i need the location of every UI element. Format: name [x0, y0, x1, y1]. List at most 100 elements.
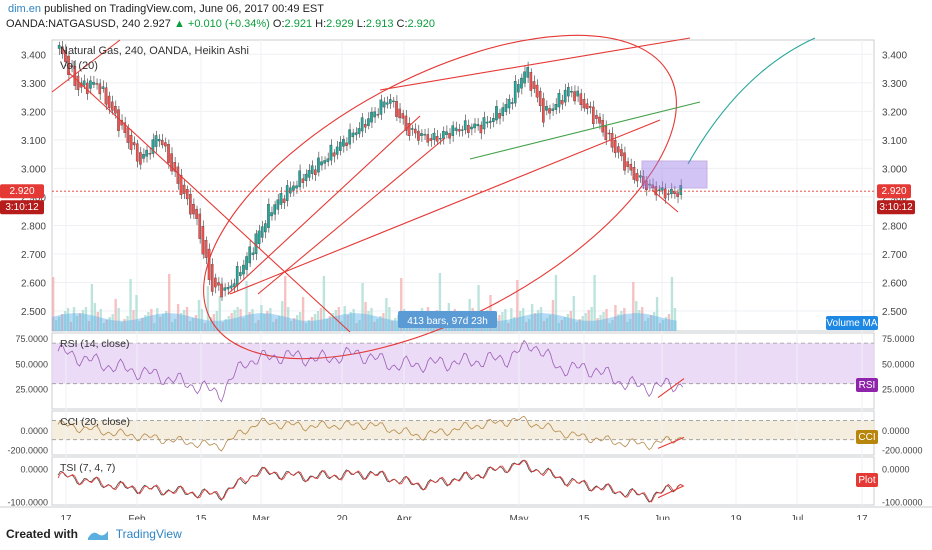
- volume-bar: [346, 315, 349, 331]
- time-tick-label: Jun: [654, 514, 670, 520]
- candle-body: [679, 185, 683, 195]
- tradingview-brand[interactable]: TradingView: [115, 527, 182, 541]
- candle-body: [654, 186, 658, 196]
- volume-bar: [566, 314, 570, 331]
- volume-bar: [221, 322, 224, 331]
- ellipse-drawing: [203, 34, 677, 360]
- candle-body: [285, 185, 289, 201]
- indicator-title-2: CCI (20, close): [60, 416, 130, 428]
- volume-bar: [641, 307, 644, 331]
- volume-bar: [313, 314, 317, 331]
- volume-bar: [605, 309, 608, 331]
- volume-bar: [72, 307, 76, 331]
- volume-bar: [168, 274, 171, 331]
- volume-bar: [596, 318, 599, 331]
- candle-body: [67, 55, 70, 76]
- countdown-badge-right-bg: [877, 200, 915, 215]
- band-2: [52, 420, 874, 440]
- volume-bar: [81, 310, 85, 331]
- volume-bar: [218, 296, 221, 331]
- volume-bar: [188, 321, 192, 331]
- time-tick-label: Feb: [128, 514, 146, 520]
- volume-bar: [522, 308, 525, 331]
- candle-body: [173, 162, 177, 172]
- volume-bar: [658, 323, 662, 331]
- candle-body: [479, 124, 483, 134]
- price-tick-left: 2.700: [21, 250, 46, 261]
- candle-body: [401, 113, 405, 119]
- volume-bar: [673, 308, 677, 331]
- volume-ma-area: [52, 313, 677, 331]
- candle-body: [154, 135, 158, 147]
- candle-body: [245, 256, 248, 270]
- price-tick-right: 2.900: [882, 193, 907, 204]
- rsi-badge: RSI: [859, 380, 876, 391]
- volume-bar: [224, 319, 227, 331]
- candle-body: [167, 144, 170, 163]
- candle-body: [492, 118, 495, 122]
- volume-bar: [60, 314, 64, 331]
- volume-bar: [147, 312, 150, 331]
- volume-bar: [90, 284, 94, 331]
- candle-body: [129, 135, 133, 150]
- volume-bar: [292, 318, 296, 331]
- candle-body: [226, 287, 230, 290]
- price-tick-right: 3.300: [882, 79, 907, 90]
- volume-bar: [635, 301, 638, 331]
- band-1: [52, 343, 874, 384]
- candle-body: [404, 115, 408, 131]
- volume-bar: [575, 322, 578, 331]
- candle-body: [673, 191, 676, 194]
- price-tick-right: 3.400: [882, 50, 907, 61]
- candle-body: [92, 82, 95, 85]
- candle-body: [373, 111, 376, 118]
- price-tick-left: 2.800: [21, 221, 46, 232]
- candle-body: [370, 111, 373, 123]
- indicator-title-1: RSI (14, close): [60, 338, 129, 350]
- volume-bar: [542, 321, 546, 331]
- volume-bar: [352, 309, 355, 331]
- volume-bar: [87, 321, 91, 331]
- countdown-badge-right: 3:10:12: [879, 202, 913, 213]
- volume-bar: [632, 282, 635, 331]
- volume-bar: [242, 318, 245, 331]
- volume-bar: [114, 299, 117, 331]
- indicator-tick-right: 50.0000: [882, 359, 915, 369]
- volume-bar: [643, 321, 647, 331]
- candle-body: [545, 106, 548, 111]
- candle-body: [620, 149, 623, 157]
- volume-bar: [545, 318, 549, 331]
- candle-body: [276, 199, 280, 210]
- candle-body: [582, 99, 586, 109]
- author-link[interactable]: dim.en: [8, 3, 42, 15]
- candle-body: [363, 124, 367, 128]
- candle-body: [551, 108, 555, 111]
- candle-body: [504, 104, 508, 112]
- candle-body: [660, 187, 664, 191]
- volume-bar: [614, 305, 617, 331]
- candle-body: [223, 287, 227, 291]
- price-tick-left: 2.900: [21, 193, 46, 204]
- candle-body: [189, 193, 192, 215]
- candle-body: [463, 120, 467, 131]
- candle-body: [666, 193, 670, 195]
- candle-body: [310, 165, 314, 174]
- volume-bar: [319, 308, 323, 331]
- volume-bar: [63, 311, 67, 331]
- candle-body: [417, 130, 420, 141]
- candle-body: [273, 204, 277, 215]
- volume-bar: [159, 317, 162, 331]
- volume-bar: [284, 276, 287, 331]
- candle-body: [229, 285, 233, 289]
- candle-body: [570, 91, 573, 93]
- volume-bar: [388, 307, 391, 331]
- volume-bar: [629, 319, 632, 331]
- candle-body: [326, 158, 330, 163]
- chart-canvas[interactable]: 3.400 3.400 3.300 3.300 3.200 3.200 3.100 3.100…: [0, 32, 932, 520]
- volume-bar: [557, 323, 561, 331]
- candle-body: [651, 184, 654, 189]
- divergence-indicator-1: [657, 378, 685, 399]
- volume-bar: [307, 320, 311, 331]
- candle-body: [89, 80, 92, 89]
- candle-body: [176, 166, 180, 184]
